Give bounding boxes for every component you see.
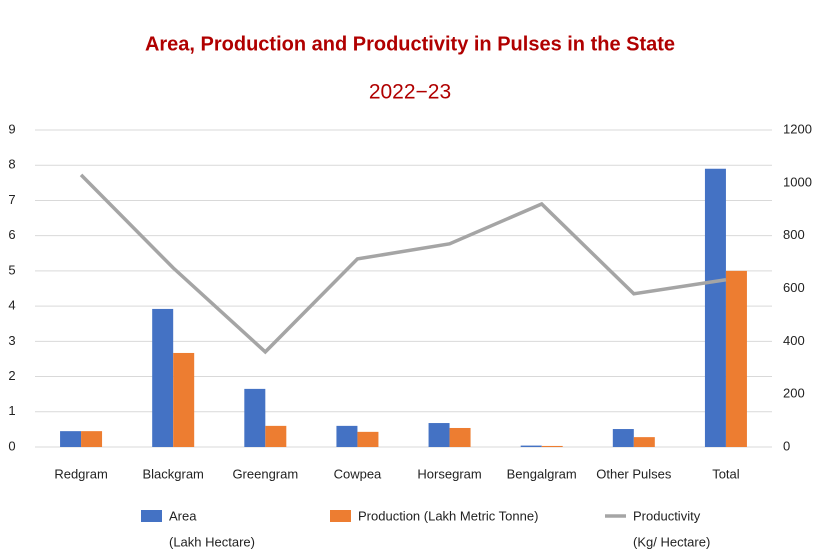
bar — [428, 423, 450, 447]
chart-title: Area, Production and Productivity in Pul… — [145, 33, 675, 55]
bar — [244, 388, 266, 447]
bar — [265, 425, 287, 447]
x-tick-label: Bengalgram — [507, 466, 577, 481]
y2-tick-label: 200 — [783, 386, 805, 401]
legend-unit: (Lakh Hectare) — [169, 534, 255, 549]
y-tick-label: 9 — [8, 121, 15, 136]
bar — [173, 352, 195, 447]
y-tick-label: 0 — [8, 438, 15, 453]
legend-swatch — [141, 510, 162, 522]
y2-tick-label: 800 — [783, 227, 805, 242]
legend-label: Production (Lakh Metric Tonne) — [358, 508, 538, 523]
x-tick-label: Cowpea — [334, 466, 382, 481]
bar — [633, 437, 655, 447]
chart-subtitle: 2022−23 — [369, 81, 451, 104]
y2-tick-label: 400 — [783, 333, 805, 348]
bar — [725, 270, 747, 447]
y-tick-label: 8 — [8, 157, 15, 172]
line — [79, 173, 727, 355]
legend-unit: (Kg/ Hectare) — [633, 534, 710, 549]
y-tick-label: 6 — [8, 227, 15, 242]
bar — [704, 168, 726, 447]
bar — [520, 445, 542, 447]
y-tick-label: 5 — [8, 262, 15, 277]
y-tick-label: 3 — [8, 333, 15, 348]
y-tick-label: 1 — [8, 403, 15, 418]
bar — [60, 431, 82, 447]
x-tick-label: Total — [712, 466, 740, 481]
legend-swatch — [330, 510, 351, 522]
bar — [612, 429, 634, 447]
x-tick-label: Horsegram — [417, 466, 481, 481]
legend-label: Area — [169, 508, 197, 523]
x-tick-label: Redgram — [54, 466, 107, 481]
y2-tick-label: 600 — [783, 280, 805, 295]
bar — [152, 308, 174, 447]
legend-label: Productivity — [633, 508, 701, 523]
bar — [449, 427, 471, 447]
x-tick-label: Greengram — [232, 466, 298, 481]
bar — [336, 425, 358, 447]
bar — [357, 431, 379, 447]
y-tick-label: 7 — [8, 192, 15, 207]
y2-tick-label: 1000 — [783, 174, 812, 189]
x-tick-label: Other Pulses — [596, 466, 672, 481]
y-tick-label: 4 — [8, 298, 15, 313]
x-tick-label: Blackgram — [142, 466, 203, 481]
y-tick-label: 2 — [8, 368, 15, 383]
y2-tick-label: 0 — [783, 438, 790, 453]
bar — [541, 445, 563, 447]
bar — [81, 431, 103, 447]
y2-tick-label: 1200 — [783, 121, 812, 136]
